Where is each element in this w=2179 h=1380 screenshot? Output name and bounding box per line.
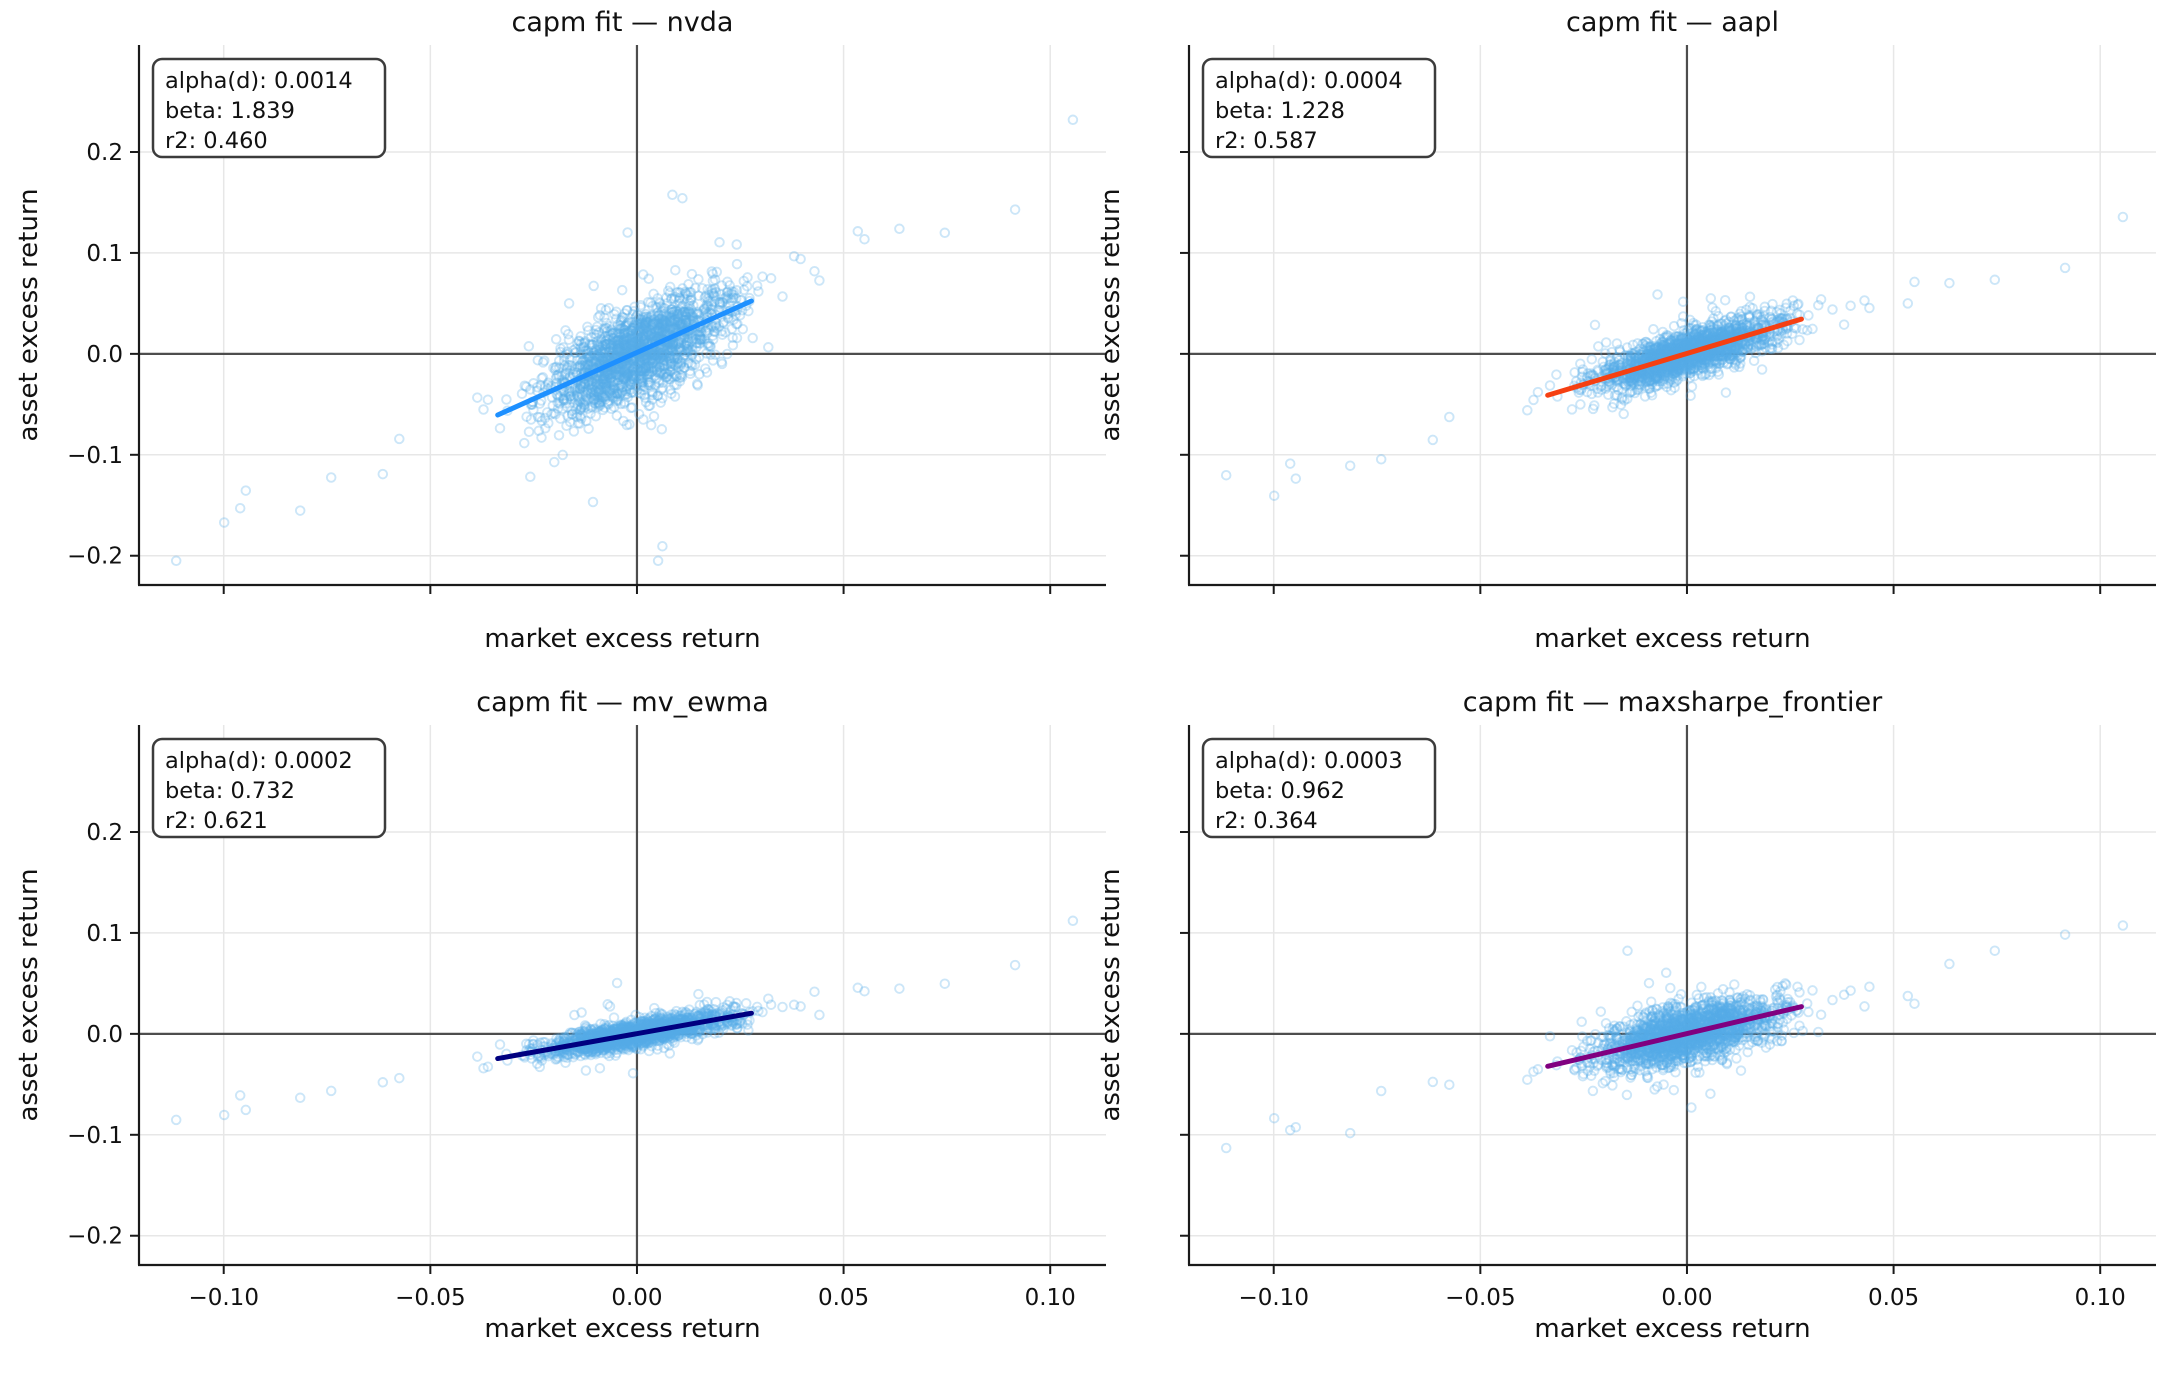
stats-annotation-line: r2: 0.621 (165, 808, 268, 834)
x-tick-label: 0.10 (2075, 1285, 2126, 1311)
stats-annotation-line: beta: 1.839 (165, 98, 295, 124)
stats-annotation-box (151, 737, 387, 839)
y-axis-label: asset excess return (14, 188, 44, 441)
y-tick-label: 0.0 (86, 342, 123, 368)
x-tick-label: 0.05 (1868, 1285, 1919, 1311)
fit-line-nvda (495, 298, 754, 418)
stats-annotation-box (151, 57, 387, 159)
y-tick-label: 0.2 (86, 140, 123, 166)
ticks: −0.10 −0.05 0.00 0.05 0.10 (1180, 830, 2126, 1311)
subplot-aapl: capm fit — aapl market excess return asset… (1096, 7, 2156, 654)
subplot-mv_ewma: −0.10 −0.05 0.00 0.05 0.10 −0.2 −0.1 0.0 0.1 0.2 c… (14, 687, 1106, 1344)
scatter-points (1220, 920, 2129, 1154)
stats-annotation-line: r2: 0.460 (165, 128, 268, 154)
y-tick-label: 0.1 (86, 241, 123, 267)
subplot-nvda: −0.2 −0.1 0.0 0.1 0.2 capm fit — nvda market e… (14, 7, 1106, 654)
stats-annotation-line: beta: 0.962 (1215, 778, 1345, 804)
x-tick-label: −0.10 (1238, 1285, 1308, 1311)
y-axis-label: asset excess return (14, 868, 44, 1121)
scatter-points (170, 114, 1079, 567)
subplot-maxsharpe_frontier: −0.10 −0.05 0.00 0.05 0.10 capm fit — maxshar… (1096, 687, 2156, 1344)
fit-line-mv_ewma (495, 1010, 754, 1062)
x-tick-label: 0.00 (1661, 1285, 1712, 1311)
stats-annotation-line: beta: 1.228 (1215, 98, 1345, 124)
stats-annotation-line: beta: 0.732 (165, 778, 295, 804)
y-tick-label: 0.1 (86, 921, 123, 947)
stats-annotation-box (1201, 57, 1437, 159)
x-tick-label: 0.00 (611, 1285, 662, 1311)
y-tick-label: −0.1 (67, 1123, 123, 1149)
x-tick-label: −0.05 (1445, 1285, 1515, 1311)
x-tick-label: 0.05 (818, 1285, 869, 1311)
stats-annotation-line: alpha(d): 0.0014 (165, 68, 353, 94)
stats-annotation-line: alpha(d): 0.0002 (165, 748, 353, 774)
stats-annotation-line: r2: 0.364 (1215, 808, 1318, 834)
y-tick-label: 0.0 (86, 1022, 123, 1048)
fit-line-aapl (1545, 316, 1804, 398)
stats-annotation-box (1201, 737, 1437, 839)
y-axis-label: asset excess return (1096, 188, 1126, 441)
y-tick-label: 0.2 (86, 820, 123, 846)
fit-line-maxsharpe_frontier (1545, 1004, 1804, 1069)
stats-annotation-line: r2: 0.587 (1215, 128, 1318, 154)
x-tick-label: 0.10 (1025, 1285, 1076, 1311)
x-tick-label: −0.10 (188, 1285, 258, 1311)
y-tick-label: −0.2 (67, 544, 123, 570)
x-axis-label: market excess return (1534, 1314, 1810, 1344)
x-axis-label: market excess return (484, 624, 760, 654)
ticks (1180, 150, 2102, 594)
subplot-title: capm fit — maxsharpe_frontier (1463, 687, 1883, 718)
subplot-title: capm fit — aapl (1566, 7, 1779, 38)
subplot-title: capm fit — mv_ewma (476, 687, 769, 718)
stats-annotation-line: alpha(d): 0.0004 (1215, 68, 1403, 94)
scatter-points (170, 915, 1079, 1126)
ticks: −0.10 −0.05 0.00 0.05 0.10 −0.2 −0.1 0.0 0.1 0.2 (67, 820, 1076, 1311)
y-tick-label: −0.2 (67, 1224, 123, 1250)
y-tick-label: −0.1 (67, 443, 123, 469)
stats-annotation-line: alpha(d): 0.0003 (1215, 748, 1403, 774)
x-tick-label: −0.05 (395, 1285, 465, 1311)
x-axis-label: market excess return (484, 1314, 760, 1344)
ticks: −0.2 −0.1 0.0 0.1 0.2 (67, 140, 1052, 594)
x-axis-label: market excess return (1534, 624, 1810, 654)
subplot-title: capm fit — nvda (512, 7, 734, 38)
y-axis-label: asset excess return (1096, 868, 1126, 1121)
